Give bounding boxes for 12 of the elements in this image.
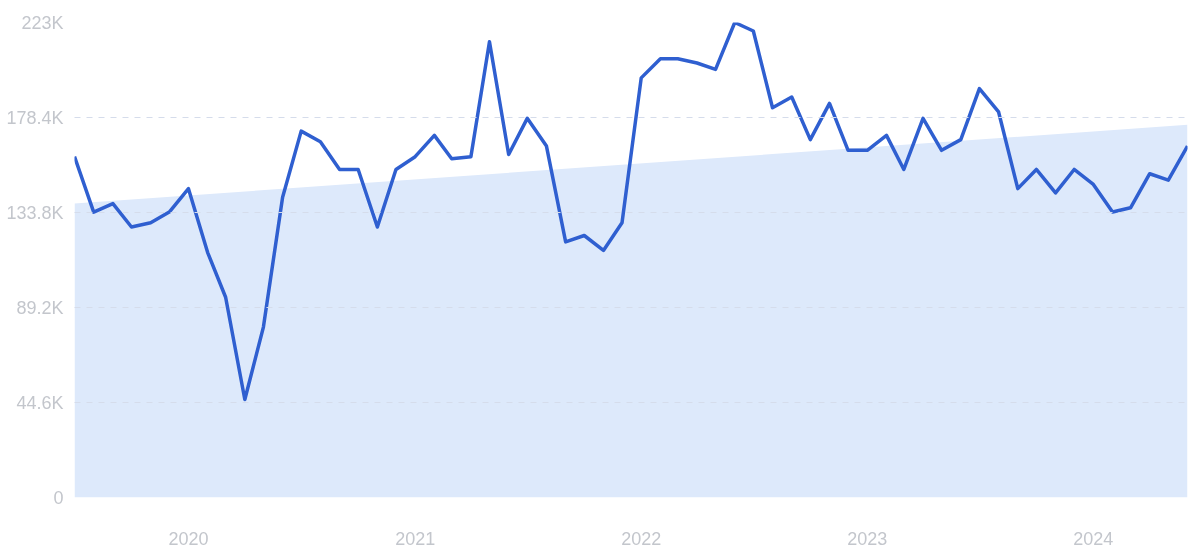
y-tick-label: 89.2K — [16, 297, 64, 318]
x-tick-label: 2023 — [847, 528, 888, 549]
y-tick-label: 0 — [53, 487, 64, 508]
y-tick-label: 223K — [21, 12, 64, 33]
x-tick-label: 2022 — [621, 528, 662, 549]
y-tick-label: 178.4K — [6, 107, 64, 128]
x-tick-label: 2021 — [395, 528, 436, 549]
y-tick-label: 133.8K — [6, 202, 64, 223]
x-tick-label: 2020 — [168, 528, 209, 549]
y-tick-label: 44.6K — [16, 392, 64, 413]
line-series — [74, 22, 1188, 402]
x-tick-label: 2024 — [1073, 528, 1114, 549]
